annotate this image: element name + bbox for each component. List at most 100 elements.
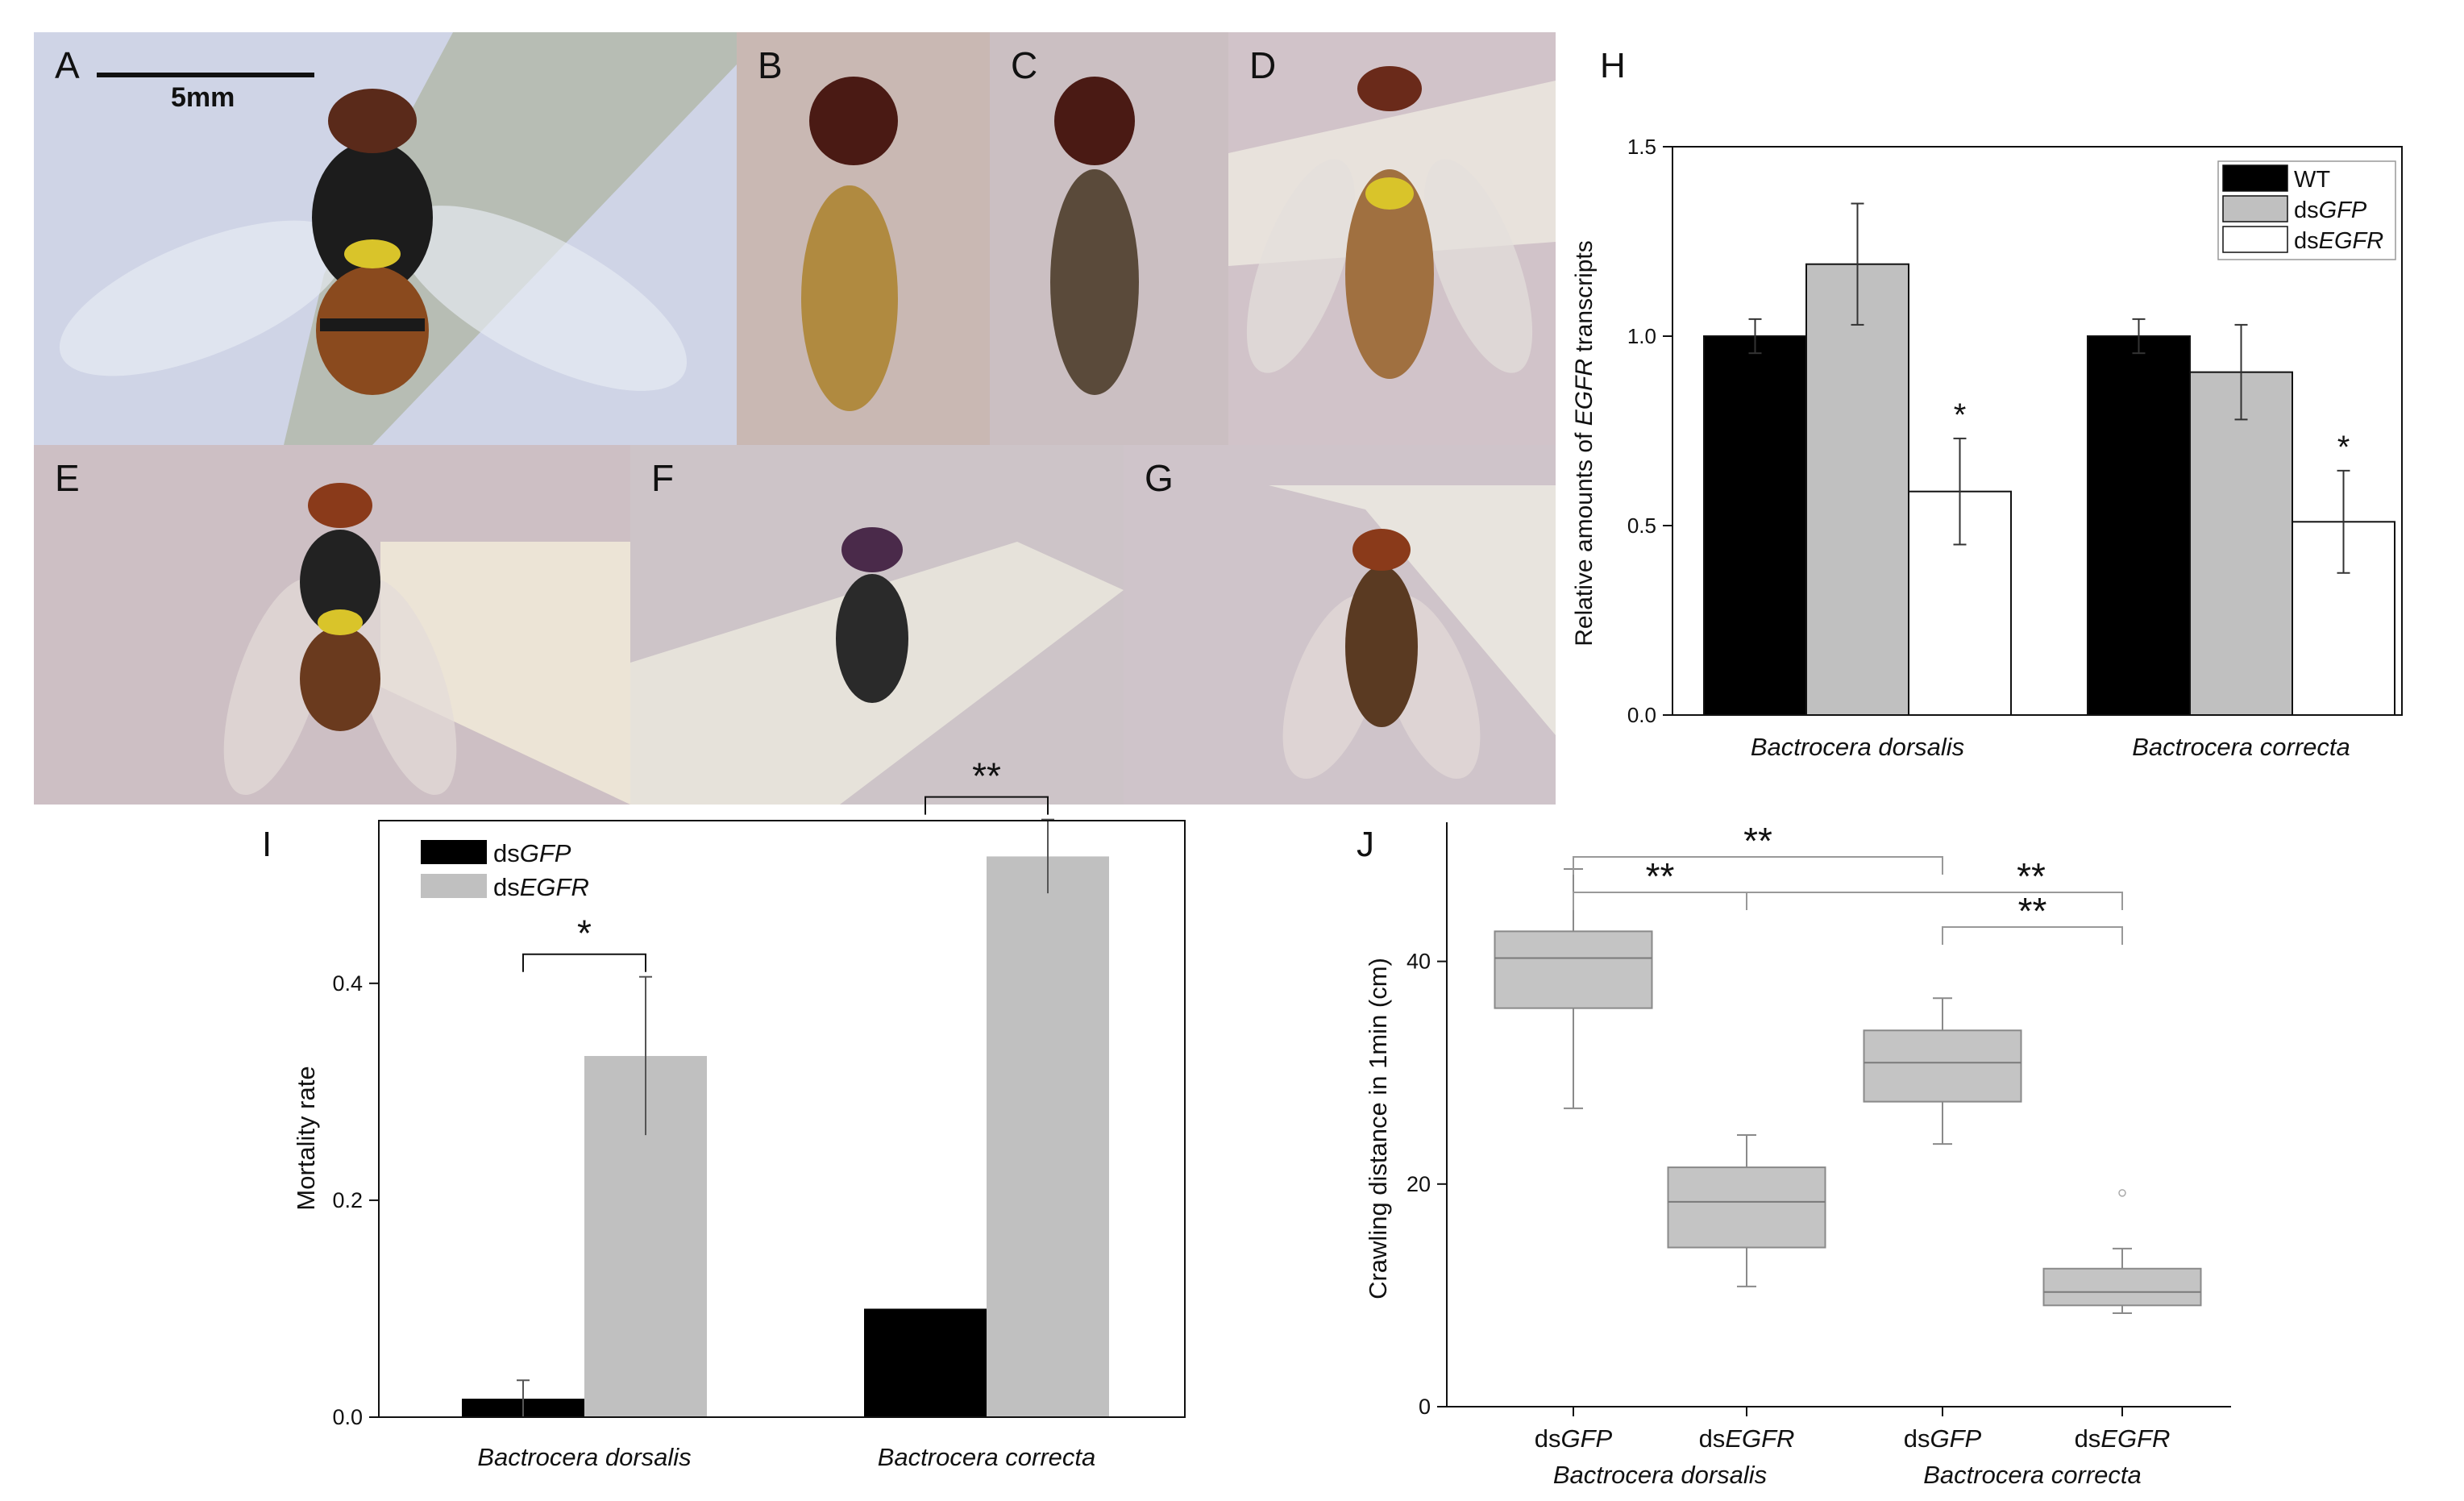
fly-image-c bbox=[1050, 77, 1139, 395]
chart-j-comparison-bracket bbox=[1746, 892, 2123, 910]
chart-i-significance-bracket bbox=[925, 796, 1049, 815]
chart-j-outlier bbox=[2118, 1189, 2126, 1197]
chart-i-legend-swatch bbox=[421, 874, 487, 898]
fly-image-f bbox=[630, 527, 1124, 805]
photo-panel-g: G bbox=[1124, 445, 1556, 805]
panel-label-h: H bbox=[1600, 46, 1626, 85]
chart-i-category-label: Bactrocera dorsalis bbox=[477, 1443, 691, 1471]
chart-j-significance: ** bbox=[1646, 855, 1675, 897]
chart-h-bar bbox=[1805, 263, 1909, 716]
chart-h-bar bbox=[2189, 371, 2293, 716]
panel-label-b: B bbox=[758, 44, 783, 86]
chart-j-comparison-bracket bbox=[1573, 856, 1943, 875]
chart-h-frame bbox=[1672, 146, 2403, 716]
chart-j-xtick-label-italic: GFP bbox=[1930, 1424, 1982, 1453]
chart-h-ytick-label: 1.0 bbox=[1627, 324, 1656, 348]
fly-image-g bbox=[1269, 485, 1556, 780]
photo-panel-f: F bbox=[630, 445, 1124, 805]
chart-i-legend-label: dsEGFR bbox=[493, 873, 589, 901]
scale-bar-label: 5mm bbox=[171, 82, 235, 113]
chart-h: H Relative amounts of EGFR transcripts 0… bbox=[1571, 46, 2403, 761]
chart-h-category-label: Bactrocera correcta bbox=[2132, 733, 2350, 761]
chart-i-ytick-label: 0.2 bbox=[332, 1188, 363, 1212]
chart-i-frame bbox=[378, 820, 1186, 1418]
chart-i-category-label: Bactrocera correcta bbox=[878, 1443, 1096, 1471]
chart-j-xtick-label: dsEGFR bbox=[1699, 1424, 1795, 1453]
chart-j-box bbox=[1667, 1166, 1826, 1249]
chart-i-legend-prefix: ds bbox=[493, 839, 520, 867]
chart-h-legend-name: WT bbox=[2294, 167, 2330, 193]
chart-j-ytick-label: 20 bbox=[1407, 1172, 1431, 1196]
chart-h-axes: 0.0 0.5 1.0 1.5 bbox=[1627, 135, 1672, 727]
chart-i-legend-name: EGFR bbox=[520, 873, 589, 901]
panel-label-e: E bbox=[55, 457, 80, 499]
chart-h-ytick-label: 1.5 bbox=[1627, 135, 1656, 159]
chart-h-legend-label: dsEGFR bbox=[2294, 228, 2383, 254]
chart-i-bar bbox=[987, 856, 1109, 1417]
chart-j-xtick-label-italic: GFP bbox=[1561, 1424, 1613, 1453]
chart-j-xtick-label: dsGFP bbox=[1535, 1424, 1613, 1453]
chart-h-category-label: Bactrocera dorsalis bbox=[1751, 733, 1964, 761]
chart-j-xtick-label-italic: EGFR bbox=[1725, 1424, 1794, 1453]
chart-h-significance: * bbox=[2337, 430, 2350, 465]
chart-i-legend-name: GFP bbox=[520, 839, 571, 867]
chart-j-xtick-label-prefix: ds bbox=[2075, 1424, 2101, 1453]
chart-h-legend-swatch bbox=[2222, 226, 2288, 253]
chart-i-significance-bracket bbox=[522, 953, 646, 972]
chart-h-legend-swatch bbox=[2222, 195, 2288, 222]
fly-image-a bbox=[59, 32, 737, 445]
chart-j-xtick-label-italic: EGFR bbox=[2100, 1424, 2170, 1453]
chart-j-ytick-label: 0 bbox=[1419, 1395, 1431, 1419]
chart-j-group-label: Bactrocera dorsalis bbox=[1553, 1461, 1767, 1489]
photo-panel-c: C bbox=[990, 32, 1228, 445]
chart-h-bar bbox=[2087, 335, 2191, 716]
chart-h-bar bbox=[1703, 335, 1807, 716]
chart-i: I Mortality rate 0.0 0.2 0.4 * Bactrocera d… bbox=[262, 755, 1186, 1471]
chart-j-xtick-label-prefix: ds bbox=[1699, 1424, 1726, 1453]
fly-image-d bbox=[1228, 66, 1556, 379]
chart-j-significance: ** bbox=[1743, 820, 1772, 862]
chart-h-legend-swatch bbox=[2222, 164, 2288, 192]
chart-h-legend-prefix: ds bbox=[2294, 228, 2319, 254]
chart-j-xtick-label-prefix: ds bbox=[1535, 1424, 1561, 1453]
scale-bar bbox=[97, 73, 314, 77]
chart-h-ylabel: Relative amounts of EGFR transcripts bbox=[1571, 240, 1598, 647]
fly-image-e bbox=[223, 483, 630, 805]
chart-j-box bbox=[2042, 1267, 2202, 1307]
chart-h-legend-name: GFP bbox=[2319, 198, 2367, 223]
chart-j-significance: ** bbox=[2017, 855, 2046, 897]
chart-j-comparisons: **** **** bbox=[1573, 820, 2123, 945]
chart-h-legend-prefix: ds bbox=[2294, 198, 2319, 223]
chart-i-bar bbox=[864, 1308, 987, 1417]
chart-j-box bbox=[1494, 930, 1653, 1009]
panel-label-j: J bbox=[1357, 825, 1374, 864]
chart-j-xtick-label-prefix: ds bbox=[1904, 1424, 1930, 1453]
panel-label-d: D bbox=[1249, 44, 1277, 86]
chart-j-significance: ** bbox=[2018, 890, 2047, 932]
panel-label-i: I bbox=[262, 825, 272, 864]
panel-label-a: A bbox=[55, 44, 80, 86]
chart-h-significance: * bbox=[1954, 397, 1967, 433]
panel-label-f: F bbox=[651, 457, 675, 499]
chart-h-legend-label: WT bbox=[2294, 167, 2330, 193]
chart-j: J Crawling distance in 1min (cm) 0 20 40 *… bbox=[1357, 820, 2231, 1489]
photo-panel-e: E bbox=[34, 445, 630, 805]
chart-j-comparison-bracket bbox=[1942, 926, 2123, 945]
chart-j-group-label: Bactrocera correcta bbox=[1923, 1461, 2142, 1489]
chart-h-ytick-label: 0.5 bbox=[1627, 514, 1656, 538]
chart-j-xtick-label: dsEGFR bbox=[2075, 1424, 2171, 1453]
chart-i-legend-label: dsGFP bbox=[493, 839, 571, 867]
chart-j-box bbox=[1863, 1029, 2022, 1103]
chart-h-bars: * Bactrocera dorsalis * Bactrocera correcta bbox=[1703, 202, 2395, 761]
chart-i-significance: ** bbox=[972, 755, 1001, 797]
panel-label-g: G bbox=[1145, 457, 1174, 499]
chart-j-ytick-label: 40 bbox=[1407, 950, 1431, 974]
chart-i-axes: 0.0 0.2 0.4 bbox=[332, 971, 379, 1429]
photo-panel-b: B bbox=[737, 32, 990, 445]
chart-h-ytick-label: 0.0 bbox=[1627, 703, 1656, 727]
chart-i-ylabel: Mortality rate bbox=[292, 1066, 320, 1210]
chart-h-legend: WT dsGFP dsEGFR bbox=[2217, 160, 2396, 260]
